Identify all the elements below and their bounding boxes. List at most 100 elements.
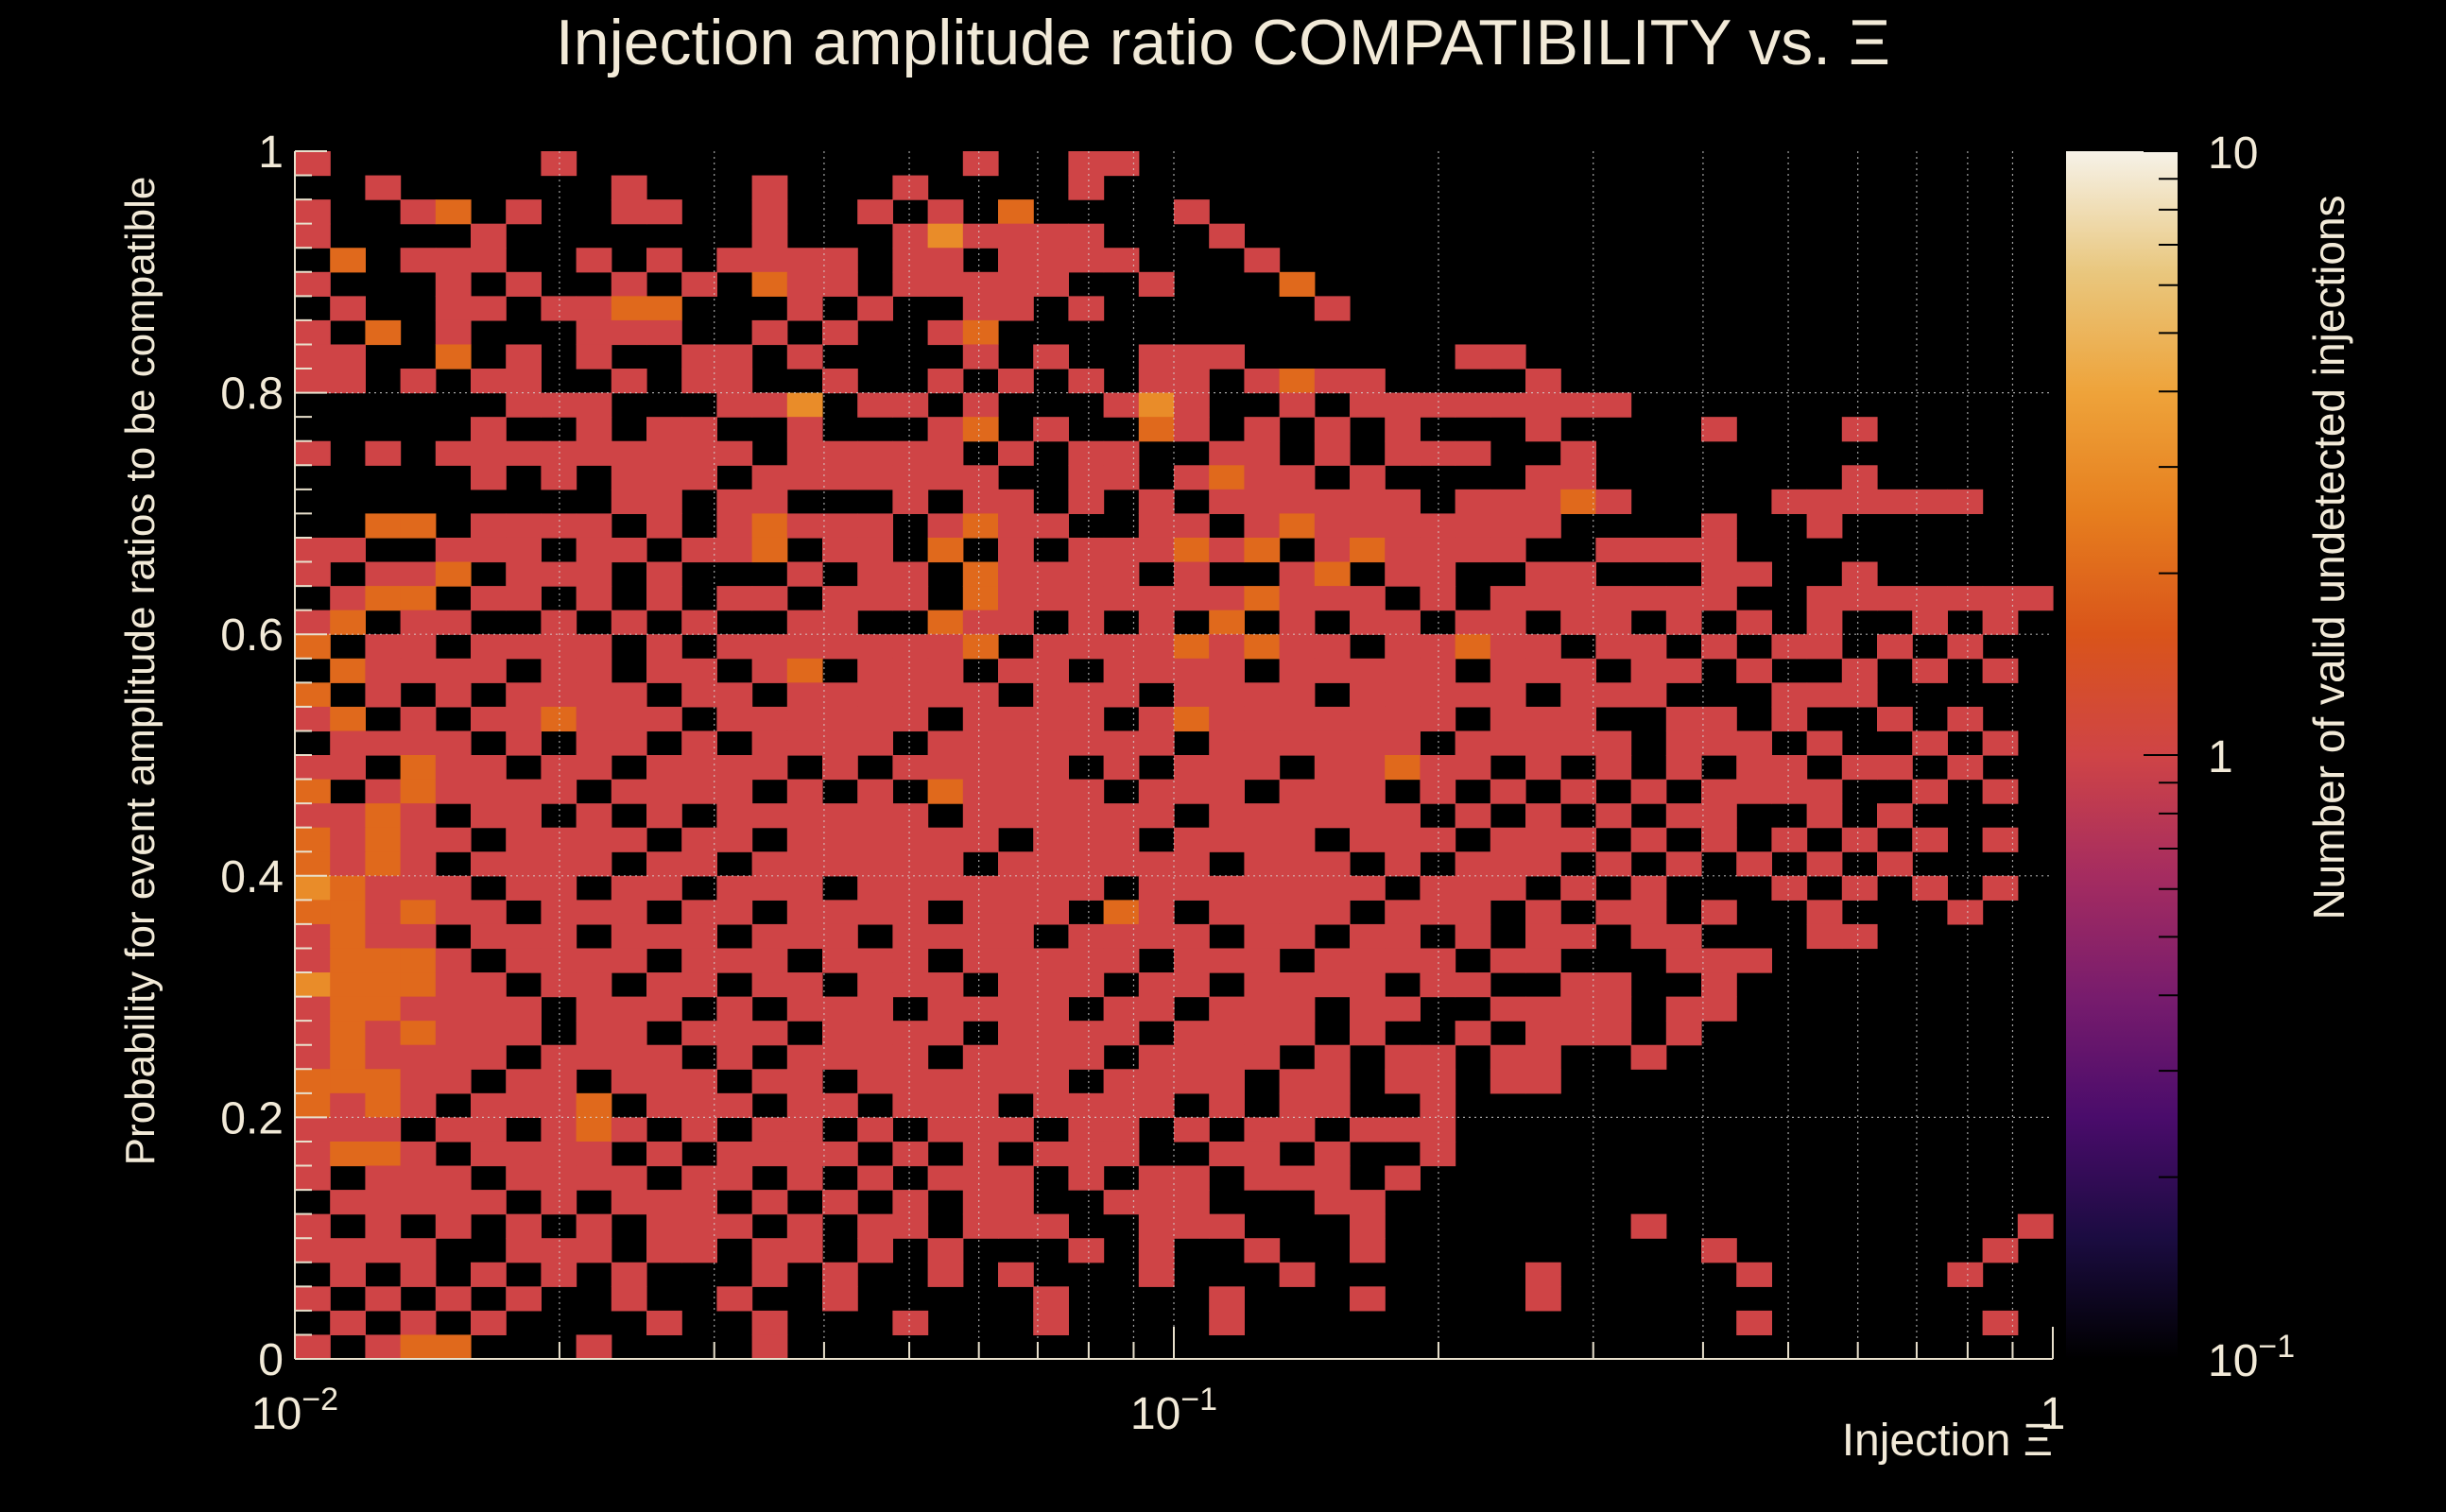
heatmap-cell [506, 199, 542, 225]
heatmap-cell [751, 875, 788, 901]
heatmap-cell [365, 803, 402, 829]
heatmap-cell [1525, 803, 1561, 829]
heatmap-cell [1350, 489, 1386, 514]
heatmap-cell [1385, 1117, 1421, 1143]
heatmap-cell [1665, 537, 1702, 563]
heatmap-cell [541, 779, 577, 804]
heatmap-cell [822, 1021, 858, 1046]
heatmap-cell [1736, 1310, 1772, 1336]
heatmap-cell [330, 706, 366, 732]
heatmap-cell [541, 1165, 577, 1191]
heatmap-cell [576, 948, 612, 973]
heatmap-cell [1771, 779, 1808, 804]
heatmap-cell [1560, 972, 1596, 998]
heatmap-cell [716, 682, 753, 708]
heatmap-cell [1841, 561, 1878, 587]
heatmap-cell [1806, 513, 1843, 539]
heatmap-cell [857, 682, 893, 708]
heatmap-cell [751, 755, 788, 781]
heatmap-cell [541, 948, 577, 973]
heatmap-cell [365, 634, 402, 660]
heatmap-cell [295, 610, 331, 635]
heatmap-cell [1490, 537, 1526, 563]
heatmap-cell [962, 561, 999, 587]
heatmap-cell [471, 417, 507, 442]
heatmap-cell [295, 223, 331, 249]
heatmap-cell [716, 827, 753, 852]
heatmap-cell [1209, 1213, 1245, 1239]
heatmap-cell [295, 440, 331, 466]
heatmap-cell [716, 1092, 753, 1118]
heatmap-cell [1560, 996, 1596, 1022]
heatmap-cell [1244, 923, 1281, 950]
heatmap-cell [1736, 730, 1772, 756]
heatmap-cell [962, 923, 999, 950]
heatmap-cell [1244, 513, 1281, 539]
heatmap-cell [400, 923, 437, 950]
heatmap-cell [1841, 755, 1878, 781]
heatmap-cell [646, 1044, 682, 1070]
heatmap-cell [576, 682, 612, 708]
heatmap-cell [681, 1213, 717, 1239]
heatmap-cell [611, 682, 647, 708]
heatmap-cell [1595, 1021, 1632, 1046]
heatmap-cell [506, 440, 542, 466]
heatmap-cell [1244, 1165, 1281, 1191]
heatmap-cell [1244, 851, 1281, 877]
heatmap-cell [435, 1213, 472, 1239]
heatmap-cell [962, 344, 999, 369]
heatmap-cell [998, 1190, 1034, 1215]
heatmap-cell [365, 682, 402, 708]
heatmap-cell [1244, 875, 1281, 901]
heatmap-cell [365, 1141, 402, 1167]
heatmap-cell [646, 248, 682, 273]
heatmap-cell [1033, 658, 1069, 683]
heatmap-cell [506, 923, 542, 950]
heatmap-cell [330, 1238, 366, 1263]
heatmap-cell [1174, 513, 1210, 539]
heatmap-cell [330, 996, 366, 1022]
heatmap-cell [857, 658, 893, 683]
heatmap-cell [1665, 730, 1702, 756]
heatmap-cell [365, 440, 402, 466]
heatmap-cell [1665, 586, 1702, 611]
heatmap-cell [646, 513, 682, 539]
heatmap-cell [1209, 706, 1245, 732]
heatmap-cell [681, 465, 717, 490]
heatmap-cell [786, 658, 823, 683]
heatmap-cell [400, 369, 437, 394]
heatmap-cell [1701, 706, 1737, 732]
heatmap-cell [681, 900, 717, 925]
heatmap-cell [1209, 634, 1245, 660]
heatmap-cell [1665, 706, 1702, 732]
heatmap-cell [1701, 1238, 1737, 1263]
heatmap-cell [998, 1262, 1034, 1287]
heatmap-cell [1771, 755, 1808, 781]
heatmap-cell [1982, 586, 2019, 611]
heatmap-cell [892, 827, 929, 852]
heatmap-cell [1806, 634, 1843, 660]
heatmap-cell [1314, 779, 1351, 804]
heatmap-cell [1841, 586, 1878, 611]
heatmap-cell [892, 634, 929, 660]
heatmap-cell [927, 1021, 964, 1046]
heatmap-cell [435, 730, 472, 756]
heatmap-cell [892, 465, 929, 490]
heatmap-cell [1595, 755, 1632, 781]
heatmap-cell [716, 1165, 753, 1191]
heatmap-cell [295, 1092, 331, 1118]
heatmap-cell [1174, 369, 1210, 394]
heatmap-cell [822, 803, 858, 829]
heatmap-cell [1138, 803, 1175, 829]
heatmap-cell [892, 755, 929, 781]
heatmap-cell [330, 827, 366, 852]
heatmap-cell [400, 755, 437, 781]
heatmap-cell [611, 1190, 647, 1215]
heatmap-cell [1560, 730, 1596, 756]
heatmap-cell [1174, 923, 1210, 950]
heatmap-cell [506, 875, 542, 901]
heatmap-cell [1455, 900, 1491, 925]
heatmap-cell [751, 1069, 788, 1094]
heatmap-cell [1350, 730, 1386, 756]
heatmap-cell [400, 1310, 437, 1336]
